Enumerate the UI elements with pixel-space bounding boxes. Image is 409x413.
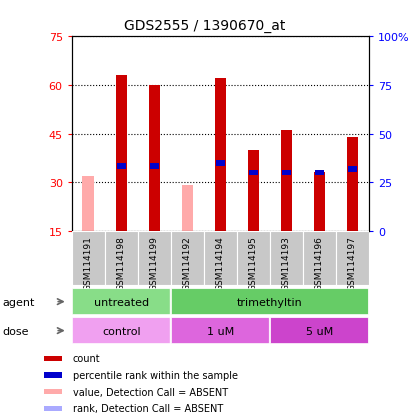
- Text: value, Detection Call = ABSENT: value, Detection Call = ABSENT: [72, 387, 227, 397]
- Bar: [302, 231, 335, 285]
- Text: GSM114197: GSM114197: [347, 235, 356, 290]
- Bar: [150, 164, 158, 169]
- Bar: [44, 389, 61, 394]
- Bar: [269, 231, 302, 285]
- FancyBboxPatch shape: [270, 318, 367, 344]
- Bar: [347, 167, 356, 173]
- Text: GSM114198: GSM114198: [117, 235, 126, 290]
- Text: GSM114191: GSM114191: [83, 235, 92, 290]
- Bar: [115, 76, 127, 231]
- Text: control: control: [102, 326, 140, 336]
- Text: dose: dose: [2, 326, 29, 336]
- Bar: [335, 231, 368, 285]
- Text: GSM114195: GSM114195: [248, 235, 257, 290]
- Bar: [248, 170, 257, 176]
- Text: GSM114194: GSM114194: [216, 235, 224, 290]
- Text: GSM114199: GSM114199: [149, 235, 158, 290]
- Bar: [117, 164, 125, 169]
- FancyBboxPatch shape: [72, 289, 170, 315]
- Text: trimethyltin: trimethyltin: [236, 297, 302, 307]
- FancyBboxPatch shape: [171, 318, 269, 344]
- Bar: [247, 150, 258, 231]
- Text: 1 uM: 1 uM: [206, 326, 234, 336]
- Text: untreated: untreated: [94, 297, 148, 307]
- FancyBboxPatch shape: [171, 289, 367, 315]
- Text: GDS2555 / 1390670_at: GDS2555 / 1390670_at: [124, 19, 285, 33]
- Text: GSM114196: GSM114196: [314, 235, 323, 290]
- Bar: [346, 138, 357, 231]
- Bar: [315, 170, 323, 176]
- Text: count: count: [72, 354, 100, 363]
- Bar: [214, 79, 226, 231]
- Bar: [280, 131, 292, 231]
- Text: percentile rank within the sample: percentile rank within the sample: [72, 370, 237, 380]
- Bar: [171, 231, 203, 285]
- Bar: [181, 186, 193, 231]
- Bar: [236, 231, 269, 285]
- Bar: [216, 160, 224, 166]
- Bar: [105, 231, 137, 285]
- Bar: [203, 231, 236, 285]
- Bar: [44, 373, 61, 377]
- Text: GSM114192: GSM114192: [182, 235, 191, 290]
- Bar: [137, 231, 171, 285]
- Bar: [44, 356, 61, 361]
- Bar: [72, 231, 105, 285]
- Text: rank, Detection Call = ABSENT: rank, Detection Call = ABSENT: [72, 404, 222, 413]
- Bar: [313, 173, 324, 231]
- FancyBboxPatch shape: [72, 318, 170, 344]
- Text: agent: agent: [2, 297, 34, 307]
- Bar: [82, 176, 94, 231]
- Bar: [44, 406, 61, 411]
- Text: GSM114193: GSM114193: [281, 235, 290, 290]
- Bar: [281, 170, 290, 176]
- Text: 5 uM: 5 uM: [305, 326, 332, 336]
- Bar: [148, 86, 160, 231]
